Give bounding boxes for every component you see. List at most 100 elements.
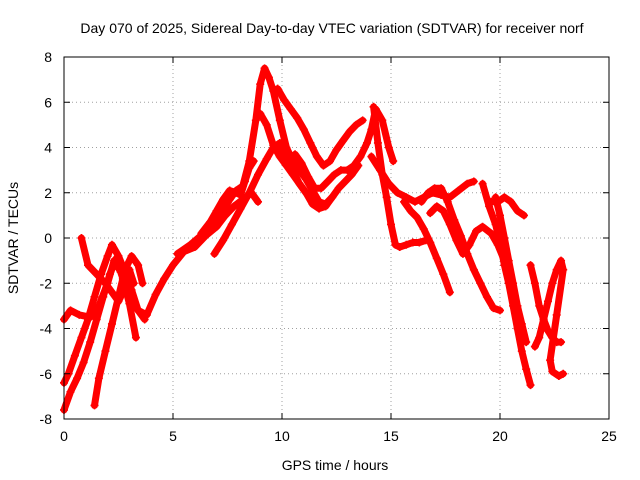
data-point [101, 279, 110, 288]
data-point [517, 319, 526, 328]
data-point [206, 218, 215, 227]
data-point [439, 270, 448, 279]
data-point [332, 145, 341, 154]
data-point [70, 351, 79, 360]
data-point [77, 234, 86, 242]
data-point [262, 154, 271, 163]
x-tick-label: 20 [492, 428, 508, 444]
data-point [315, 204, 324, 213]
data-point [260, 64, 269, 73]
data-point [345, 127, 354, 136]
data-point [86, 338, 95, 347]
data-point [251, 116, 260, 125]
data-point [219, 195, 228, 204]
data-point [349, 161, 358, 170]
data-point [262, 120, 271, 129]
data-point [134, 261, 143, 270]
data-point [79, 358, 88, 367]
data-point [236, 191, 245, 200]
data-point [367, 152, 376, 161]
data-point [526, 381, 535, 390]
data-point [415, 238, 424, 247]
data-point [269, 141, 278, 150]
data-point [245, 163, 254, 172]
data-point [312, 152, 321, 161]
data-point [280, 95, 289, 104]
y-axis-label: SDTVAR / TECUs [5, 182, 21, 294]
series-9 [256, 109, 363, 213]
data-point [559, 265, 568, 274]
data-point [282, 161, 291, 170]
data-point [347, 170, 356, 179]
data-point [321, 202, 330, 211]
data-point [73, 374, 82, 383]
data-point [557, 338, 566, 347]
data-point [437, 184, 446, 193]
data-point [105, 270, 114, 279]
data-point [500, 234, 509, 242]
data-point [389, 157, 398, 166]
data-point [478, 222, 487, 231]
data-point [535, 301, 544, 310]
data-point [509, 279, 518, 288]
data-point [417, 197, 426, 206]
data-point [393, 188, 402, 197]
data-point [548, 367, 557, 376]
data-point [452, 236, 461, 245]
data-point [140, 315, 149, 324]
data-point [264, 73, 273, 82]
data-point [546, 356, 555, 365]
data-point [103, 252, 112, 261]
data-point [197, 229, 206, 238]
data-point [75, 310, 84, 319]
data-point [469, 265, 478, 274]
data-point [107, 288, 116, 297]
data-point [478, 179, 487, 188]
data-point [114, 292, 123, 301]
data-point [92, 270, 101, 279]
data-point [472, 227, 481, 236]
data-point [378, 116, 387, 125]
data-point [465, 240, 474, 249]
series-layer [60, 64, 568, 414]
data-point [439, 206, 448, 215]
data-point [186, 240, 195, 249]
data-point [232, 188, 241, 197]
data-point [330, 170, 339, 179]
data-point [358, 116, 367, 125]
data-point [445, 288, 454, 297]
series-line [60, 241, 149, 387]
data-point [535, 333, 544, 342]
data-point [160, 274, 169, 283]
y-tick-label: 0 [44, 230, 52, 246]
data-point [293, 114, 302, 123]
data-point [391, 240, 400, 249]
data-point [413, 213, 422, 222]
data-point [299, 125, 308, 134]
data-point [426, 238, 435, 247]
y-tick-label: -2 [40, 275, 53, 291]
data-point [454, 186, 463, 195]
data-point [77, 333, 86, 342]
data-point [513, 206, 522, 215]
y-tick-label: 4 [44, 140, 52, 156]
data-point [426, 209, 435, 218]
series-10 [273, 84, 367, 170]
data-point [210, 249, 219, 258]
y-tick-label: -4 [40, 321, 53, 337]
data-point [334, 184, 343, 193]
data-point [254, 197, 263, 206]
data-point [352, 120, 361, 129]
x-tick-label: 25 [601, 428, 617, 444]
data-point [343, 166, 352, 175]
data-point [382, 193, 391, 202]
data-point [500, 193, 509, 202]
data-point [406, 206, 415, 215]
data-point [92, 315, 101, 324]
data-point [121, 265, 130, 274]
ticks [63, 56, 610, 420]
data-point [83, 261, 92, 270]
data-point [445, 220, 454, 229]
data-point [496, 306, 504, 315]
